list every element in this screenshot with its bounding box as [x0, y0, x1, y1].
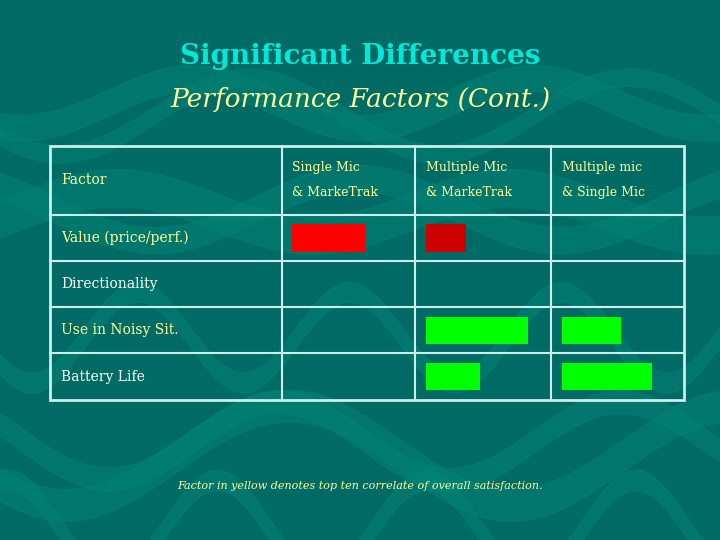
Bar	[562, 316, 621, 344]
Bar	[562, 363, 652, 390]
Bar	[426, 316, 528, 344]
Text: Single Mic: Single Mic	[292, 161, 360, 174]
Text: Directionality: Directionality	[61, 277, 158, 291]
Text: & MarkeTrak: & MarkeTrak	[426, 186, 511, 199]
Bar	[426, 224, 467, 252]
Text: Significant Differences: Significant Differences	[180, 43, 540, 70]
Text: Performance Factors (Cont.): Performance Factors (Cont.)	[170, 87, 550, 112]
Bar	[50, 146, 684, 400]
Text: & Single Mic: & Single Mic	[562, 186, 644, 199]
Bar	[292, 224, 366, 252]
Text: Use in Noisy Sit.: Use in Noisy Sit.	[61, 323, 179, 338]
Text: Multiple mic: Multiple mic	[562, 161, 642, 174]
Text: Factor: Factor	[61, 173, 107, 187]
Text: Factor in yellow denotes top ten correlate of overall satisfaction.: Factor in yellow denotes top ten correla…	[177, 481, 543, 491]
Text: Multiple Mic: Multiple Mic	[426, 161, 507, 174]
Text: Battery Life: Battery Life	[61, 369, 145, 383]
Text: Value (price/perf.): Value (price/perf.)	[61, 231, 189, 245]
Bar	[426, 363, 480, 390]
Text: & MarkeTrak: & MarkeTrak	[292, 186, 379, 199]
